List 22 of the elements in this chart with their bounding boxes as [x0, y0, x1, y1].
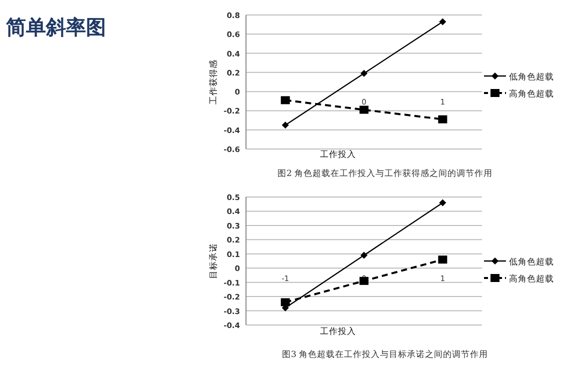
point [360, 252, 368, 259]
y-axis-title: 工作获得感 [208, 60, 219, 104]
x-axis-title: 工作投入 [320, 326, 356, 337]
point [439, 199, 446, 206]
x-axis-title: 工作投入 [320, 149, 356, 160]
caption: 图2 角色超载在工作投入与工作获得感之间的调节作用 [277, 168, 493, 179]
legend-label: 高角色超载 [509, 274, 554, 284]
point [438, 115, 448, 124]
caption: 图3 角色超载在工作投入与目标承诺之间的调节作用 [282, 349, 488, 360]
point [280, 298, 290, 306]
point [360, 276, 368, 285]
point [438, 256, 448, 264]
y-axis-title: 目标承诺 [208, 243, 219, 279]
point [282, 122, 289, 129]
point [360, 106, 368, 114]
text: 简单斜率图 [5, 15, 106, 39]
legend-label: 低角色超载 [509, 256, 554, 268]
legend-label: 低角色超载 [509, 72, 554, 82]
legend-label: 高角色超载 [509, 88, 554, 100]
point [280, 96, 290, 104]
point [360, 70, 368, 77]
point [439, 18, 446, 26]
